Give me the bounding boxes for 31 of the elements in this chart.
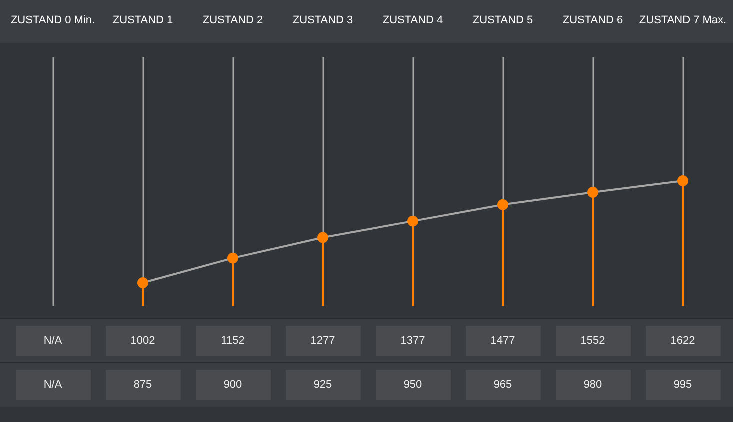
point xyxy=(318,232,328,244)
data-label: 1377 xyxy=(376,326,450,356)
point xyxy=(678,176,688,186)
text: 980 xyxy=(556,370,630,400)
point xyxy=(588,187,598,198)
text: N/A xyxy=(44,335,62,347)
text: 900 xyxy=(196,370,270,400)
text: 965 xyxy=(466,370,540,400)
x-tick-label: ZUSTAND 1 xyxy=(112,14,174,26)
point xyxy=(408,216,418,227)
x-tick-label: ZUSTAND 2 xyxy=(202,14,264,26)
data-label: 1002 xyxy=(106,326,180,356)
x-tick-label: ZUSTAND 5 xyxy=(472,14,534,26)
point xyxy=(138,278,148,288)
x-tick-label: ZUSTAND 3 xyxy=(292,14,354,26)
x-tick-label: ZUSTAND 7 Max. xyxy=(639,14,727,26)
x-tick-label: ZUSTAND 6 xyxy=(562,14,624,26)
text: N/A xyxy=(16,370,90,400)
point xyxy=(498,199,508,210)
text: 925 xyxy=(286,370,360,400)
data-label: 1622 xyxy=(646,326,720,356)
point xyxy=(228,252,238,264)
text: 950 xyxy=(376,370,450,400)
text: 995 xyxy=(646,370,720,400)
data-label: 1552 xyxy=(556,326,630,356)
text: 875 xyxy=(106,370,180,400)
data-label: 1477 xyxy=(466,326,540,356)
data-label: 1277 xyxy=(286,326,360,356)
x-tick-label: ZUSTAND 4 xyxy=(382,14,444,26)
x-tick-label: ZUSTAND 0 Min. xyxy=(10,14,96,26)
data-label: 1152 xyxy=(196,326,270,356)
